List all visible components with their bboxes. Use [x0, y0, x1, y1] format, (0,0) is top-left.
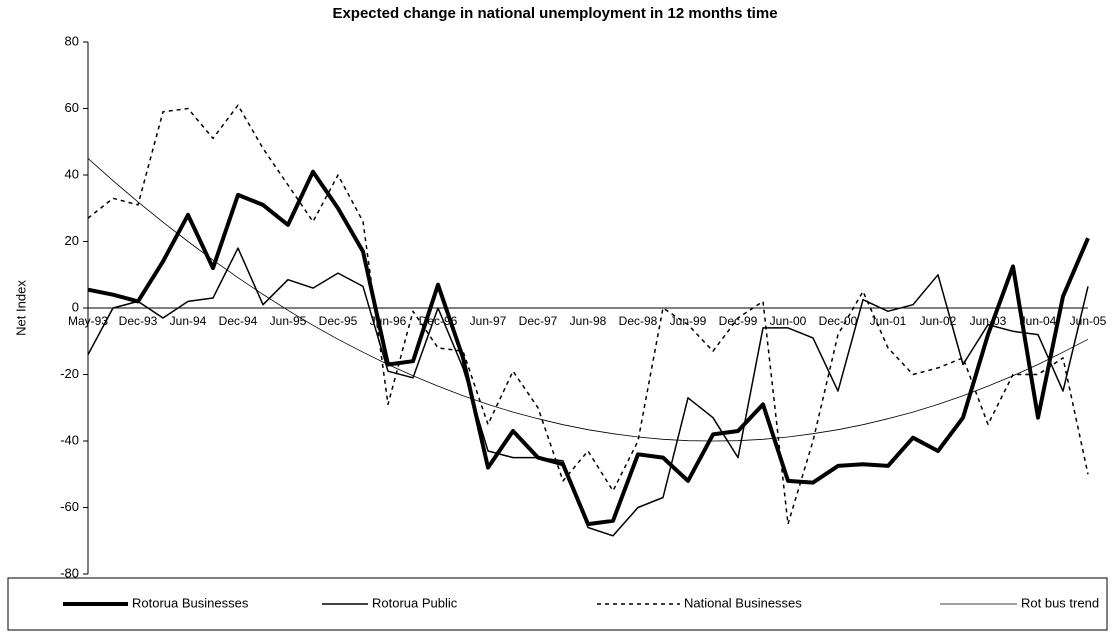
- x-tick-label: Jun-05: [1070, 314, 1107, 328]
- x-tick-label: Jun-02: [920, 314, 957, 328]
- x-tick-label: Dec-95: [319, 314, 358, 328]
- y-tick-label: 80: [65, 33, 79, 48]
- x-tick-label: Jun-00: [770, 314, 807, 328]
- x-tick-label: Dec-96: [419, 314, 458, 328]
- legend-label: National Businesses: [684, 595, 802, 610]
- x-tick-label: Jun-96: [370, 314, 407, 328]
- x-tick-label: Dec-99: [719, 314, 758, 328]
- y-axis-label: Net Index: [13, 280, 28, 336]
- series-line: [87, 169, 1090, 527]
- legend-label: Rotorua Public: [372, 595, 458, 610]
- x-tick-label: Jun-98: [570, 314, 607, 328]
- x-tick-label: Dec-00: [819, 314, 858, 328]
- x-tick-label: Jun-97: [470, 314, 507, 328]
- x-tick-label: Dec-97: [519, 314, 558, 328]
- y-tick-label: 20: [65, 233, 79, 248]
- x-tick-label: May-93: [68, 314, 108, 328]
- y-tick-label: 40: [65, 166, 79, 181]
- y-tick-label: 0: [72, 299, 79, 314]
- x-tick-label: Jun-95: [270, 314, 307, 328]
- y-tick-label: 60: [65, 100, 79, 115]
- series-line: [87, 104, 1089, 525]
- x-tick-label: Jun-01: [870, 314, 907, 328]
- legend-box: [7, 577, 1108, 631]
- x-tick-label: Dec-98: [619, 314, 658, 328]
- y-tick-label: -20: [60, 366, 79, 381]
- legend-label: Rot bus trend: [1021, 595, 1099, 610]
- x-tick-label: Jun-99: [670, 314, 707, 328]
- y-tick-label: -60: [60, 499, 79, 514]
- y-tick-label: -40: [60, 432, 79, 447]
- x-tick-label: Dec-93: [119, 314, 158, 328]
- legend-label: Rotorua Businesses: [132, 595, 249, 610]
- x-tick-label: Jun-94: [170, 314, 207, 328]
- x-tick-label: Jun-03: [970, 314, 1007, 328]
- x-tick-label: Dec-94: [219, 314, 258, 328]
- chart-title: Expected change in national unemployment…: [332, 5, 777, 22]
- y-tick-label: -80: [60, 565, 79, 580]
- series-line: [87, 158, 1089, 442]
- x-tick-label: Jun-04: [1020, 314, 1057, 328]
- series-line: [87, 247, 1089, 537]
